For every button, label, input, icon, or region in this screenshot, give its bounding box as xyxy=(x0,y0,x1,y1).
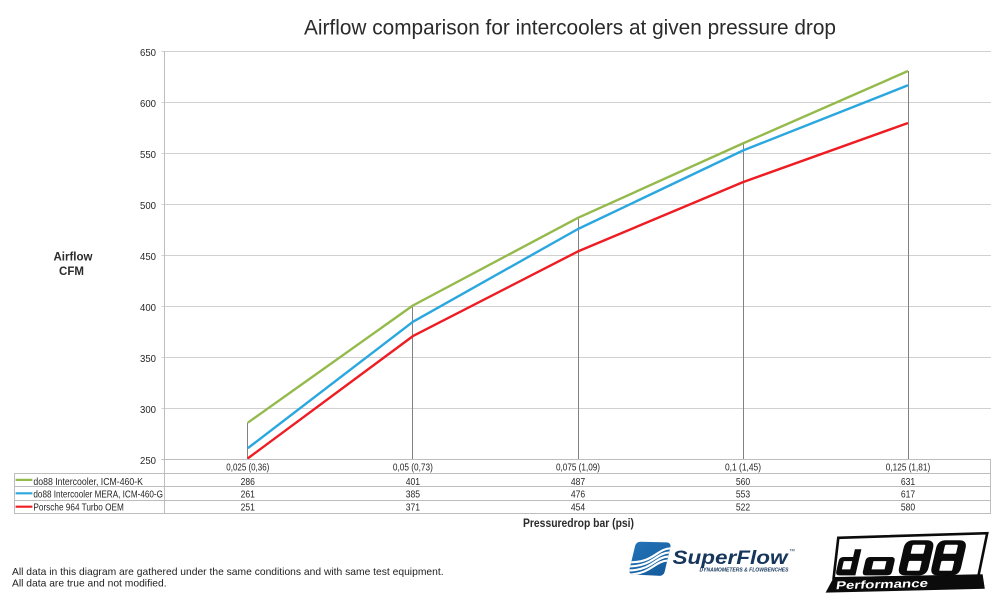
svg-text:™: ™ xyxy=(789,548,795,555)
svg-text:476: 476 xyxy=(571,488,585,500)
svg-text:All data in this diagram are g: All data in this diagram are gathered un… xyxy=(12,567,444,578)
svg-text:385: 385 xyxy=(406,488,420,500)
svg-text:do88 Intercooler, ICM-460-K: do88 Intercooler, ICM-460-K xyxy=(33,476,143,488)
svg-text:550: 550 xyxy=(140,149,156,161)
svg-text:Airflow comparison for interco: Airflow comparison for intercoolers at g… xyxy=(304,16,836,39)
svg-text:0,075 (1,09): 0,075 (1,09) xyxy=(556,461,600,473)
svg-text:0,05 (0,73): 0,05 (0,73) xyxy=(393,461,433,473)
svg-text:0,125 (1,81): 0,125 (1,81) xyxy=(886,461,930,473)
svg-text:450: 450 xyxy=(140,251,156,263)
svg-text:All data are true and not modi: All data are true and not modified. xyxy=(12,578,167,589)
svg-text:487: 487 xyxy=(571,476,585,488)
svg-text:Airflow: Airflow xyxy=(54,251,93,263)
svg-text:286: 286 xyxy=(241,476,255,488)
svg-text:560: 560 xyxy=(736,476,750,488)
svg-text:CFM: CFM xyxy=(59,266,84,278)
svg-text:371: 371 xyxy=(406,502,420,514)
svg-text:Pressuredrop bar (psi): Pressuredrop bar (psi) xyxy=(523,516,634,530)
svg-text:300: 300 xyxy=(140,404,156,416)
svg-text:Porsche 964 Turbo OEM: Porsche 964 Turbo OEM xyxy=(33,502,123,514)
svg-text:251: 251 xyxy=(241,502,255,514)
svg-text:0,1 (1,45): 0,1 (1,45) xyxy=(725,461,761,473)
svg-text:SuperFlow: SuperFlow xyxy=(673,547,790,569)
svg-text:250: 250 xyxy=(140,455,156,467)
svg-text:500: 500 xyxy=(140,200,156,212)
svg-text:650: 650 xyxy=(140,47,156,59)
svg-text:Performance: Performance xyxy=(835,578,929,592)
svg-text:350: 350 xyxy=(140,353,156,365)
svg-text:0,025 (0,36): 0,025 (0,36) xyxy=(226,461,269,473)
svg-text:617: 617 xyxy=(901,488,915,500)
svg-text:do88 Intercooler MERA, ICM-460: do88 Intercooler MERA, ICM-460-G xyxy=(33,488,163,500)
svg-text:580: 580 xyxy=(901,502,915,514)
svg-text:261: 261 xyxy=(241,488,255,500)
svg-text:522: 522 xyxy=(736,502,750,514)
svg-text:454: 454 xyxy=(571,502,585,514)
svg-text:553: 553 xyxy=(736,488,750,500)
svg-text:DYNAMOMETERS & FLOWBENCHES: DYNAMOMETERS & FLOWBENCHES xyxy=(700,568,790,574)
svg-text:400: 400 xyxy=(140,302,156,314)
svg-text:401: 401 xyxy=(406,476,420,488)
svg-text:600: 600 xyxy=(140,98,156,110)
svg-text:631: 631 xyxy=(901,476,915,488)
